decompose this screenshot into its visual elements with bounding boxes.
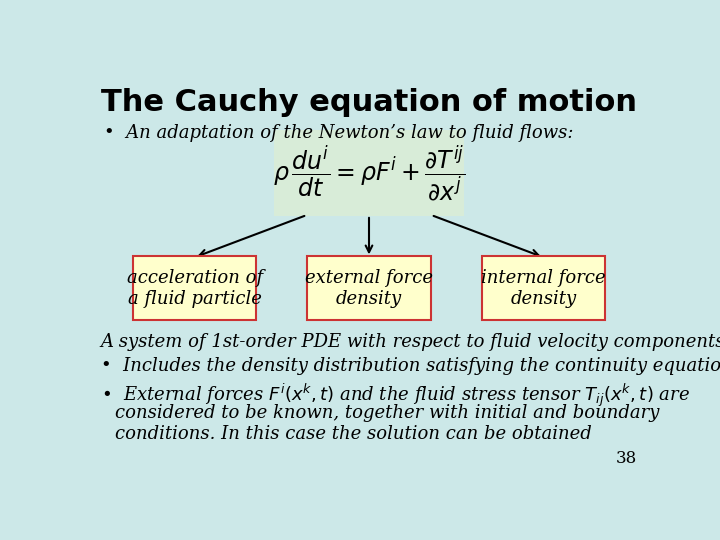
Text: $\rho\,\dfrac{du^i}{dt} = \rho F^i + \dfrac{\partial T^{ij}}{\partial x^j}$: $\rho\,\dfrac{du^i}{dt} = \rho F^i + \df… [273,143,465,202]
FancyBboxPatch shape [133,256,256,320]
Text: A system of 1st-order PDE with respect to fluid velocity components: A system of 1st-order PDE with respect t… [101,333,720,351]
Text: acceleration of
a fluid particle: acceleration of a fluid particle [127,269,263,307]
Text: external force
density: external force density [305,269,433,307]
FancyBboxPatch shape [274,130,464,217]
Text: The Cauchy equation of motion: The Cauchy equation of motion [101,88,637,117]
Text: •  External forces $F^i(x^k,t)$ and the fluid stress tensor $T_{ij}(x^k,t)$ are: • External forces $F^i(x^k,t)$ and the f… [101,382,690,409]
Text: conditions. In this case the solution can be obtained: conditions. In this case the solution ca… [114,425,592,443]
Text: 38: 38 [616,450,637,467]
Text: •  Includes the density distribution satisfying the continuity equation: • Includes the density distribution sati… [101,357,720,375]
FancyBboxPatch shape [482,256,605,320]
Text: •  An adaptation of the Newton’s law to fluid flows:: • An adaptation of the Newton’s law to f… [104,124,573,142]
Text: considered to be known, together with initial and boundary: considered to be known, together with in… [114,403,660,422]
Text: internal force
density: internal force density [481,269,606,307]
FancyBboxPatch shape [307,256,431,320]
